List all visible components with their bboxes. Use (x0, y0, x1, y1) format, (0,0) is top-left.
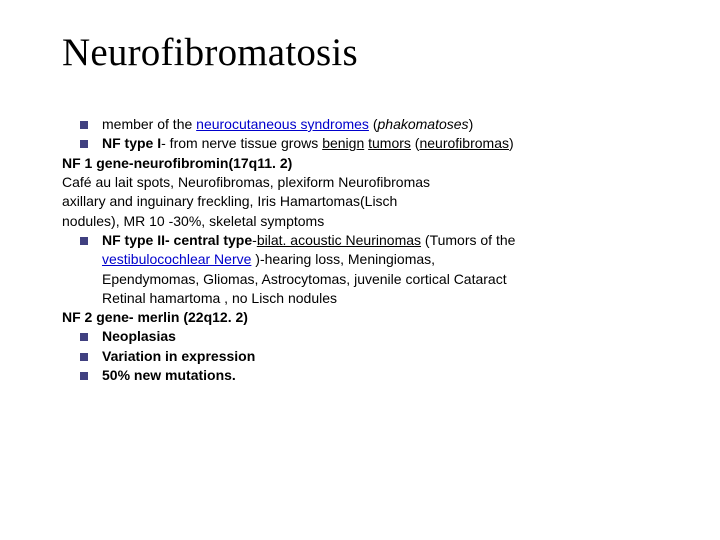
square-bullet-icon (80, 333, 88, 341)
bold-text: NF type I (102, 135, 161, 151)
square-bullet-icon (80, 140, 88, 148)
bold-text: NF type II- central type (102, 232, 252, 248)
bullet-item: Variation in expression (80, 347, 692, 366)
text: - from nerve tissue grows (161, 135, 322, 151)
bullet-text: Neoplasias (102, 327, 692, 346)
bullet-text: NF type II- central type-bilat. acoustic… (102, 231, 692, 250)
square-bullet-icon (80, 237, 88, 245)
square-bullet-icon (80, 121, 88, 129)
link-text[interactable]: vestibulocochlear Nerve (102, 251, 251, 267)
square-bullet-icon (80, 353, 88, 361)
underline-text: neurofibromas (419, 135, 509, 151)
text: ) (469, 116, 474, 132)
slide-body: member of the neurocutaneous syndromes (… (62, 115, 692, 385)
body-line: nodules), MR 10 -30%, skeletal symptoms (62, 212, 692, 231)
underline-text: tumors (368, 135, 411, 151)
continuation-line: vestibulocochlear Nerve )-hearing loss, … (102, 250, 692, 269)
text: (Tumors of the (421, 232, 515, 248)
bullet-item: NF type II- central type-bilat. acoustic… (80, 231, 692, 250)
bullet-item: member of the neurocutaneous syndromes (… (80, 115, 692, 134)
bullet-item: NF type I- from nerve tissue grows benig… (80, 134, 692, 153)
slide: Neurofibromatosis member of the neurocut… (0, 0, 720, 540)
bold-line: NF 2 gene- merlin (22q12. 2) (62, 308, 692, 327)
text: ) (509, 135, 514, 151)
bullet-item: 50% new mutations. (80, 366, 692, 385)
body-line: Café au lait spots, Neurofibromas, plexi… (62, 173, 692, 192)
underline-text: bilat. acoustic Neurinomas (257, 232, 421, 248)
body-line: axillary and inguinary freckling, Iris H… (62, 192, 692, 211)
square-bullet-icon (80, 372, 88, 380)
bullet-text: 50% new mutations. (102, 366, 692, 385)
bullet-text: member of the neurocutaneous syndromes (… (102, 115, 692, 134)
bullet-item: Neoplasias (80, 327, 692, 346)
continuation-line: Ependymomas, Gliomas, Astrocytomas, juve… (102, 270, 692, 289)
bullet-text: NF type I- from nerve tissue grows benig… (102, 134, 692, 153)
underline-text: benign (322, 135, 364, 151)
italic-text: phakomatoses (378, 116, 469, 132)
text: ( (369, 116, 378, 132)
bold-line: NF 1 gene-neurofibromin(17q11. 2) (62, 154, 692, 173)
bullet-text: Variation in expression (102, 347, 692, 366)
text: member of the (102, 116, 196, 132)
slide-title: Neurofibromatosis (62, 30, 692, 75)
continuation-line: Retinal hamartoma , no Lisch nodules (102, 289, 692, 308)
text: )-hearing loss, Meningiomas, (251, 251, 435, 267)
link-text[interactable]: neurocutaneous syndromes (196, 116, 369, 132)
